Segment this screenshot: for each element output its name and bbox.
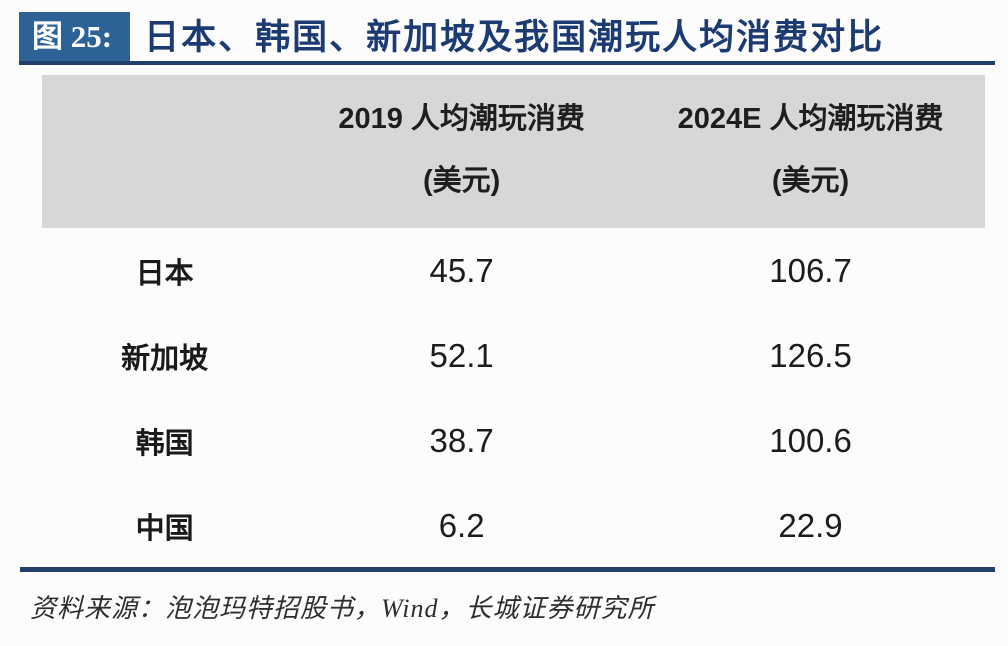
cell-2019-value: 38.7 <box>429 421 494 459</box>
figure-number-badge: 图 25: <box>19 12 131 61</box>
source-note: 资料来源：泡泡玛特招股书，Wind，长城证券研究所 <box>30 594 655 623</box>
cell-2019-value: 45.7 <box>429 251 494 289</box>
header-2024e-unit: (美元) <box>771 165 850 197</box>
figure-title-bar: 图 25: 日本、韩国、新加坡及我国潮玩人均消费对比 <box>19 12 995 65</box>
cell-2024e-value: 22.9 <box>778 506 843 544</box>
row-label: 日本 <box>135 257 194 290</box>
table-row-korea: 韩国 38.7 100.6 <box>42 398 985 483</box>
header-2019-unit: (美元) <box>422 165 501 197</box>
row-label: 韩国 <box>135 427 194 460</box>
cell-2019-value: 6.2 <box>438 506 485 544</box>
cell-2024e-value: 126.5 <box>769 336 852 374</box>
table-row-japan: 日本 45.7 106.7 <box>42 228 985 313</box>
consumption-table: 2019 人均潮玩消费 (美元) 2024E 人均潮玩消费 (美元) 日本 45… <box>42 75 985 568</box>
cell-2024e-value: 100.6 <box>769 421 852 459</box>
cell-2024e-value: 106.7 <box>769 251 852 289</box>
table-header-2024e: 2024E 人均潮玩消费 (美元) <box>636 75 985 228</box>
table-row-singapore: 新加坡 52.1 126.5 <box>42 313 985 398</box>
row-label: 新加坡 <box>121 342 209 375</box>
bottom-divider <box>20 567 995 572</box>
table-row-china: 中国 6.2 22.9 <box>42 483 985 568</box>
table-header-row: 2019 人均潮玩消费 (美元) 2024E 人均潮玩消费 (美元) <box>42 75 985 228</box>
table-header-2019: 2019 人均潮玩消费 (美元) <box>287 75 636 228</box>
header-2024e-title: 2024E 人均潮玩消费 <box>677 103 944 135</box>
row-label: 中国 <box>135 512 194 545</box>
cell-2019-value: 52.1 <box>429 336 494 374</box>
figure-title: 日本、韩国、新加坡及我国潮玩人均消费对比 <box>144 18 885 57</box>
table-header-empty <box>42 75 287 228</box>
header-2019-title: 2019 人均潮玩消费 <box>338 103 585 135</box>
